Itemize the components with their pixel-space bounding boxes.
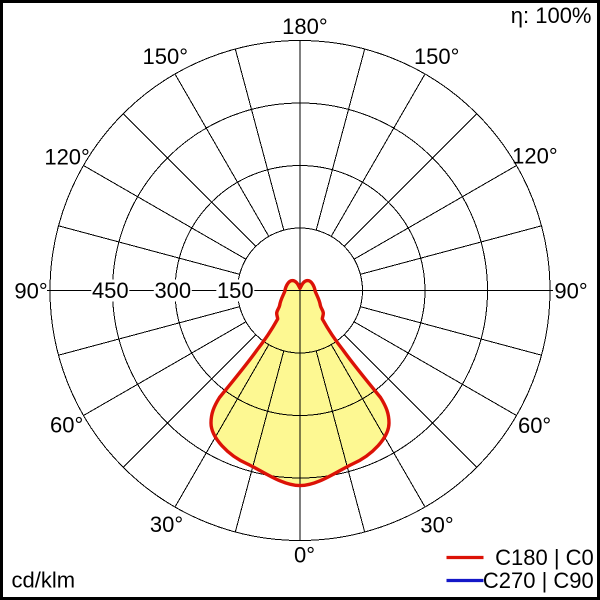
svg-text:30°: 30° (150, 512, 183, 537)
svg-text:0°: 0° (294, 542, 315, 567)
svg-text:120°: 120° (512, 143, 558, 168)
svg-text:120°: 120° (44, 144, 90, 169)
svg-text:150°: 150° (414, 44, 460, 69)
svg-text:300: 300 (154, 278, 191, 303)
svg-text:C180 | C0: C180 | C0 (495, 545, 594, 570)
svg-text:150°: 150° (143, 44, 189, 69)
svg-text:90°: 90° (14, 279, 47, 304)
svg-text:450: 450 (92, 278, 129, 303)
svg-text:150: 150 (217, 278, 254, 303)
svg-text:180°: 180° (282, 14, 328, 39)
svg-text:30°: 30° (420, 512, 453, 537)
svg-text:C270 | C90: C270 | C90 (483, 568, 594, 593)
svg-text:60°: 60° (50, 412, 83, 437)
svg-text:90°: 90° (554, 279, 587, 304)
svg-text:η: 100%: η: 100% (511, 3, 592, 28)
svg-text:cd/klm: cd/klm (12, 568, 76, 593)
svg-text:60°: 60° (518, 413, 551, 438)
